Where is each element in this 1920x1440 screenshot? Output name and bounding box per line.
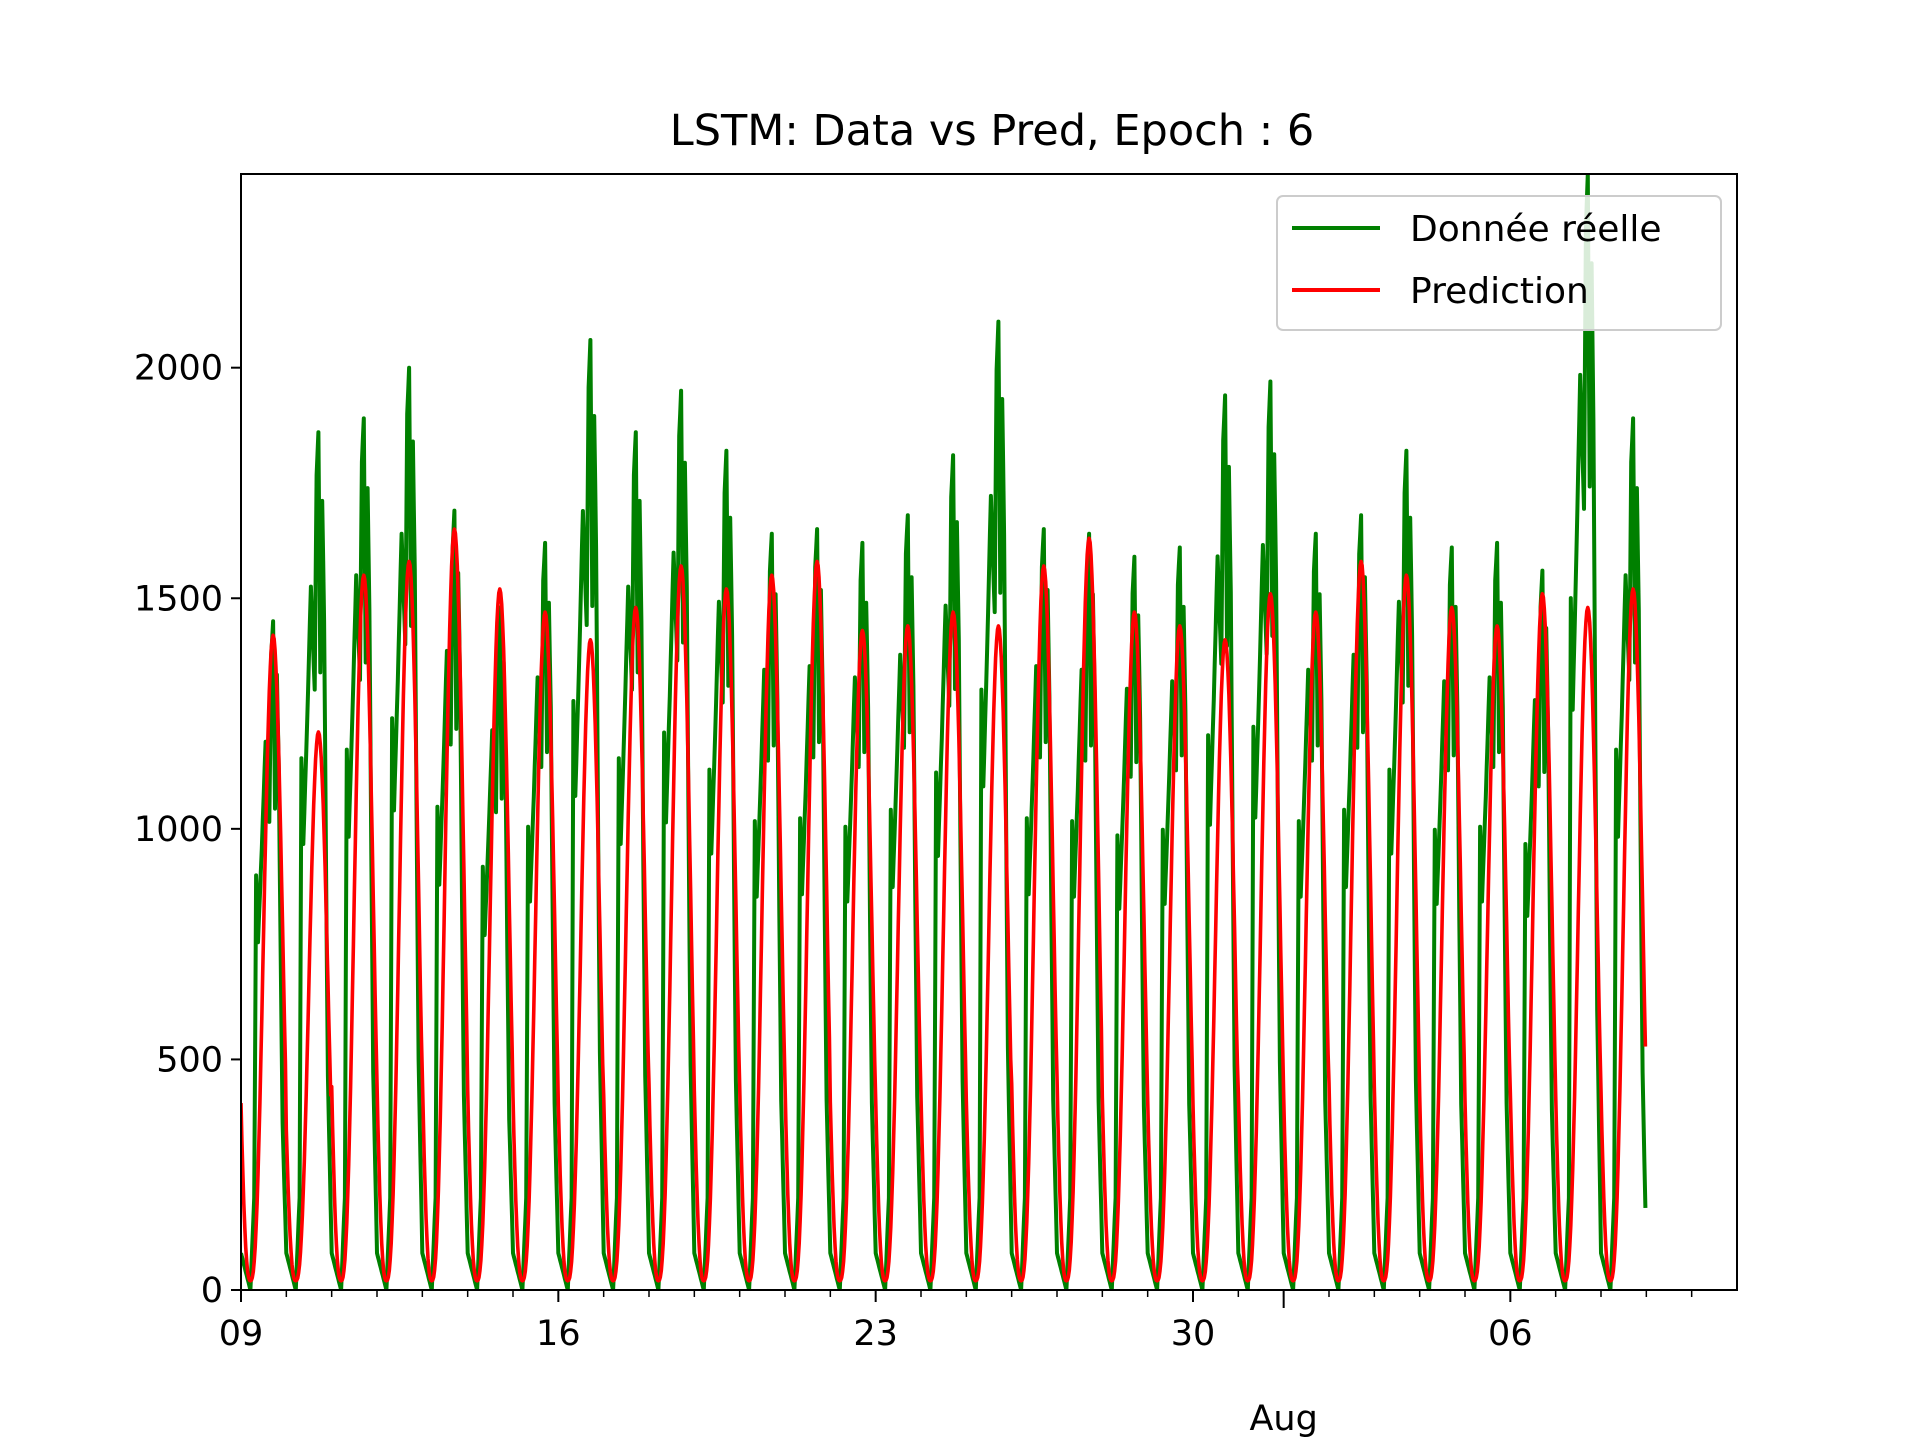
plot-area (240, 173, 1738, 1291)
x-tick-label: 09 (219, 1314, 264, 1354)
y-axis: 0 500 1000 1500 2000 (134, 349, 241, 1311)
x-tick-label: 06 (1488, 1314, 1533, 1354)
x-tick-label: 23 (853, 1314, 898, 1354)
series-line-real (241, 174, 1648, 1290)
series-line-prediction (241, 527, 1648, 1283)
x-tick-label: 30 (1171, 1314, 1216, 1354)
legend-box (1276, 195, 1722, 331)
legend-label: Donnée réelle (1410, 209, 1662, 250)
legend-label: Prediction (1410, 271, 1589, 312)
y-tick-label: 2000 (134, 349, 223, 389)
y-tick-label: 500 (156, 1040, 223, 1080)
legend: Donnée réelle Prediction (1276, 195, 1722, 331)
series-layer (241, 174, 1648, 1290)
x-tick-label: 16 (536, 1314, 581, 1354)
y-tick-label: 0 (201, 1271, 223, 1311)
x-month-label: Aug (1249, 1399, 1317, 1439)
y-tick-label: 1500 (134, 579, 223, 619)
x-axis: 09 16 23 30 06 Aug (219, 1290, 1693, 1439)
chart-title: LSTM: Data vs Pred, Epoch : 6 (670, 106, 1314, 156)
y-tick-label: 1000 (134, 810, 223, 850)
